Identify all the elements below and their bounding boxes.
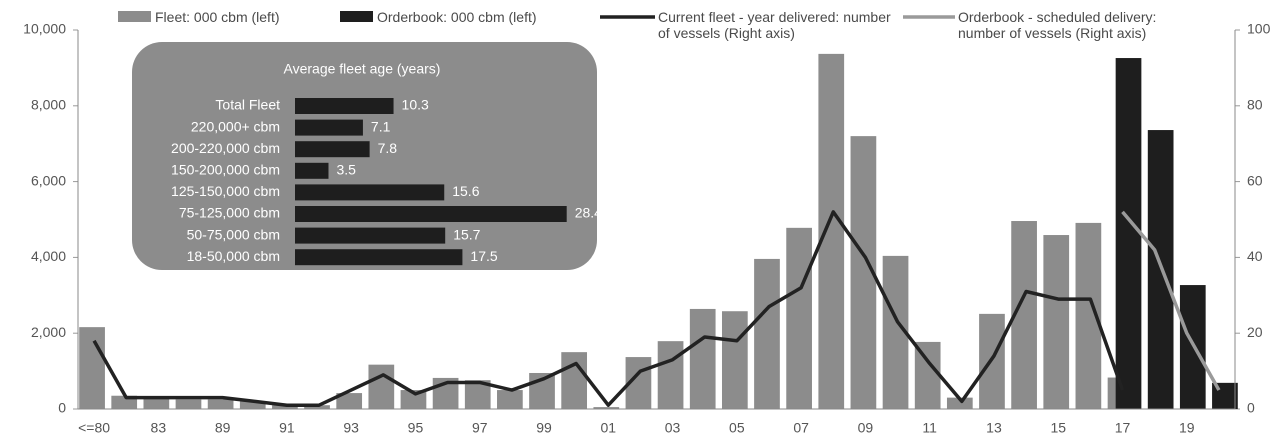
x-tick-label: 01 (601, 420, 617, 436)
y-tick-label: 4,000 (31, 248, 66, 264)
bar (336, 393, 363, 409)
y2-tick-label: 20 (1247, 324, 1263, 340)
bar (368, 364, 395, 409)
inset-category: 200-220,000 cbm (171, 140, 280, 156)
legend-label: Current fleet - year delivered: number o… (658, 9, 891, 41)
bar (818, 53, 845, 409)
y-tick-label: 8,000 (31, 97, 66, 113)
inset-category: 50-75,000 cbm (187, 226, 280, 242)
x-tick-label: 93 (343, 420, 359, 436)
inset-value-label: 28.4 (575, 205, 602, 221)
bar (689, 308, 716, 409)
x-tick-label: 95 (408, 420, 424, 436)
bar (593, 407, 620, 409)
x-tick-label: 05 (729, 420, 745, 436)
x-tick-label: 03 (665, 420, 681, 436)
inset-value-label: 17.5 (470, 248, 497, 264)
inset-category: Total Fleet (215, 97, 280, 113)
x-tick-label: 09 (858, 420, 874, 436)
x-tick-label: 83 (151, 420, 167, 436)
legend-label: Orderbook - scheduled delivery: number o… (958, 9, 1157, 41)
legend-label: Fleet: 000 cbm (left) (155, 9, 280, 25)
x-tick-label: 13 (986, 420, 1002, 436)
inset-value-label: 15.7 (453, 226, 480, 242)
inset-category: 75-125,000 cbm (179, 205, 280, 221)
bar (400, 390, 427, 409)
y2-tick-label: 40 (1247, 248, 1263, 264)
legend-swatch (118, 11, 151, 22)
inset-category: 150-200,000 cbm (171, 162, 280, 178)
inset-value-label: 7.8 (378, 140, 398, 156)
bar (304, 405, 330, 409)
x-tick-label: 91 (279, 420, 295, 436)
inset-bar (295, 98, 394, 114)
bar (79, 327, 105, 409)
inset-bar (295, 249, 463, 266)
x-tick-label: <=80 (78, 420, 110, 436)
bar (207, 399, 234, 409)
bar (143, 398, 170, 409)
bar (239, 401, 266, 409)
bar (272, 405, 298, 409)
bar (497, 390, 523, 409)
inset-value-label: 10.3 (402, 97, 429, 113)
line (92, 210, 1125, 407)
x-tick-label: 97 (472, 420, 488, 436)
bar (946, 397, 973, 409)
y-tick-label: 10,000 (23, 21, 66, 37)
legend-swatch (340, 11, 373, 22)
y2-tick-label: 0 (1247, 400, 1255, 416)
y2-tick-label: 100 (1247, 21, 1271, 37)
inset-title: Average fleet age (years) (284, 61, 441, 77)
inset-bar (295, 162, 329, 179)
bar (914, 341, 941, 409)
bar (754, 258, 780, 409)
bar (1043, 235, 1070, 409)
bar (657, 341, 684, 409)
inset-category: 125-150,000 cbm (171, 183, 280, 199)
y2-tick-label: 60 (1247, 172, 1263, 188)
inset-category: 220,000+ cbm (191, 118, 280, 134)
inset-bar (295, 141, 370, 158)
bar (175, 399, 202, 409)
x-tick-label: 17 (1115, 420, 1131, 436)
line (1121, 210, 1221, 391)
x-tick-label: 15 (1050, 420, 1066, 436)
y-tick-label: 6,000 (31, 172, 66, 188)
bar (561, 352, 588, 409)
bar (721, 311, 748, 409)
bar (786, 227, 812, 409)
y-tick-label: 2,000 (31, 324, 66, 340)
y2-tick-label: 80 (1247, 97, 1263, 113)
inset-value-label: 7.1 (371, 118, 391, 134)
inset-bar (295, 206, 567, 222)
x-tick-label: 89 (215, 420, 231, 436)
x-tick-label: 99 (536, 420, 552, 436)
y-tick-label: 0 (58, 400, 66, 416)
inset-value-label: 3.5 (336, 162, 356, 178)
x-tick-label: 11 (922, 420, 937, 436)
inset-bar (295, 184, 445, 201)
bar (1115, 58, 1142, 410)
inset-bar (295, 119, 363, 136)
x-tick-label: 07 (793, 420, 809, 436)
legend-label: Orderbook: 000 cbm (left) (377, 9, 537, 25)
inset-bar (295, 227, 446, 244)
x-tick-label: 19 (1179, 420, 1195, 436)
inset-category: 18-50,000 cbm (187, 248, 280, 264)
inset-value-label: 15.6 (452, 183, 479, 199)
